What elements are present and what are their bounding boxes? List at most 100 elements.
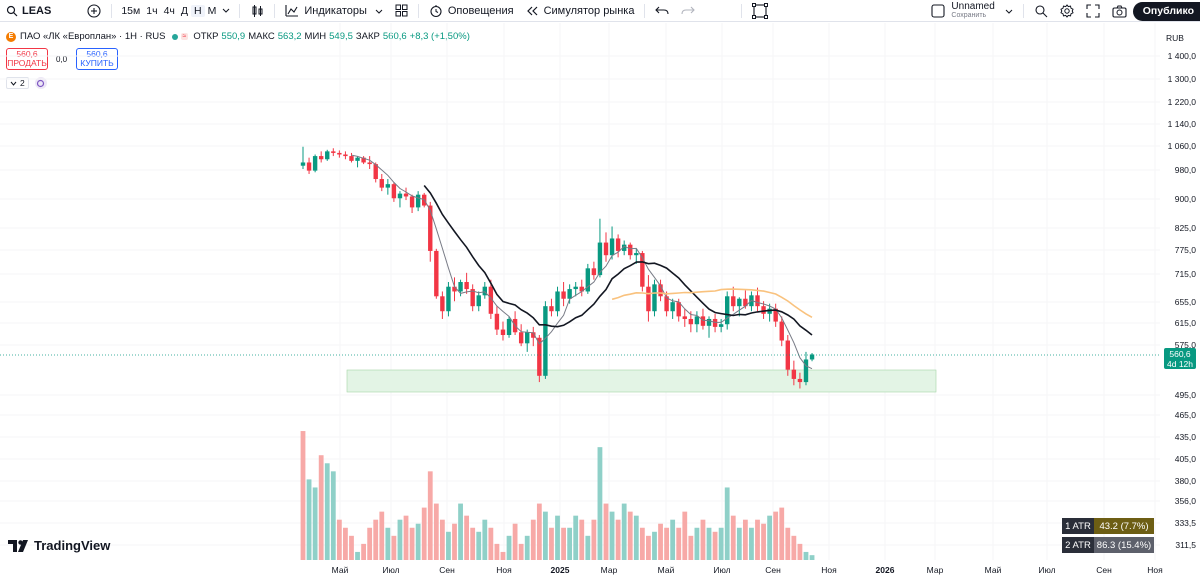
volume-bar — [324, 463, 330, 560]
interval-15m[interactable]: 15м — [121, 4, 141, 17]
candle-body — [621, 244, 627, 251]
candle-body — [325, 151, 330, 160]
volume-bar — [433, 503, 439, 560]
candle-body — [452, 286, 457, 292]
volume-bar — [318, 455, 324, 560]
volume-bar — [639, 527, 645, 560]
volume-bar — [536, 503, 542, 560]
volume-bar — [385, 527, 391, 560]
volume-bar — [427, 471, 433, 560]
volume-bar — [809, 555, 815, 560]
compare-button[interactable] — [81, 0, 107, 22]
ohlc-values: ОТКР 550,9 МАКС 563,2 МИН 549,5 ЗАКР 560,6 +… — [193, 31, 470, 42]
camera-icon — [1112, 5, 1127, 18]
fullscreen-select-button[interactable] — [746, 0, 774, 22]
interval-dropdown[interactable] — [219, 5, 233, 17]
candle-body — [646, 286, 651, 312]
settings-button[interactable] — [1054, 0, 1080, 22]
volume-bar — [361, 543, 366, 560]
support-zone-rectangle[interactable] — [346, 369, 937, 393]
volume-bar — [579, 519, 585, 560]
volume-bar — [379, 511, 385, 560]
layout-menu[interactable]: Unnamed Сохранить — [925, 0, 1018, 22]
buy-price: 560,6 — [86, 49, 108, 59]
gear-icon — [1060, 4, 1074, 18]
divider — [644, 3, 646, 18]
candle-body — [609, 238, 615, 256]
templates-button[interactable] — [389, 0, 414, 22]
buy-button[interactable]: 560,6 КУПИТЬ — [76, 48, 118, 70]
candle-body — [628, 244, 633, 256]
plus-circle-icon — [87, 3, 101, 18]
volume-bar — [712, 531, 718, 560]
divider — [417, 3, 419, 18]
interval-month[interactable]: М — [207, 4, 217, 17]
sell-label: ПРОДАТЬ — [7, 58, 47, 68]
candle-body — [785, 340, 790, 370]
open-label: ОТКР — [193, 31, 219, 42]
interval-1h[interactable]: 1ч — [146, 4, 158, 17]
price-chart[interactable]: 1 400,0 1 300,0 1 220,0 1 140,0 1 060,0 980,0… — [0, 23, 1200, 578]
volume-bar — [779, 507, 785, 560]
high-label: МАКС — [248, 31, 275, 42]
price-tick-label: 575,0 — [1175, 340, 1197, 350]
redo-icon — [681, 6, 696, 14]
undo-button[interactable] — [649, 0, 675, 22]
candle-body — [676, 302, 681, 317]
fullscreen-icon — [1086, 4, 1100, 18]
time-tick-label: Июл — [1038, 565, 1055, 575]
candle-body — [755, 295, 760, 307]
price-tick-label: 655,0 — [1175, 297, 1197, 307]
time-tick-label: Июл — [713, 565, 730, 575]
candle-body — [500, 329, 506, 336]
candle-body — [300, 162, 306, 166]
sell-button[interactable]: 560,6 ПРОДАТЬ — [6, 48, 48, 70]
candle-body — [743, 298, 748, 307]
time-tick-label: Ноя — [1147, 565, 1163, 575]
candle-body — [397, 193, 403, 199]
price-tick-label: 825,0 — [1175, 223, 1197, 233]
tradingview-watermark[interactable]: TradingView — [8, 538, 110, 553]
volume-bar — [409, 527, 415, 560]
interval-4h[interactable]: 4ч — [163, 4, 175, 17]
volume-bar — [476, 531, 482, 560]
interval-day[interactable]: Д — [180, 4, 188, 17]
fullscreen-button[interactable] — [1080, 0, 1106, 22]
volume-bar — [549, 527, 554, 560]
symbol-search[interactable]: LEAS — [0, 0, 57, 22]
symbol-title[interactable]: ПАО «ЛК «Европлан» · 1Н · RUS — [20, 31, 166, 42]
atr-1-value: 43.2 (7.7%) — [1094, 518, 1154, 534]
candle-body — [355, 157, 360, 161]
replay-button[interactable]: Симулятор рынка — [520, 0, 641, 22]
candle-body — [585, 268, 591, 292]
candle-body — [434, 250, 439, 297]
alerts-button[interactable]: Оповещения — [423, 0, 520, 22]
price-tick-label: 615,0 — [1175, 318, 1197, 328]
chart-type-button[interactable] — [244, 0, 270, 22]
volume-bar — [458, 503, 463, 560]
symbol-label: LEAS — [22, 4, 52, 17]
ma-fast-line[interactable] — [351, 154, 813, 370]
indicators-collapse-toggle[interactable]: 2 — [6, 77, 29, 89]
redo-button[interactable] — [675, 0, 701, 22]
publish-button[interactable]: Опублико — [1132, 1, 1200, 21]
price-tick-label: 1 140,0 — [1168, 119, 1197, 129]
candle-body — [809, 354, 815, 360]
watermark-text: TradingView — [34, 538, 111, 553]
currency-label[interactable]: RUB — [1166, 33, 1184, 43]
snapshot-button[interactable] — [1106, 0, 1133, 22]
volume-bar — [506, 535, 512, 560]
quick-search-button[interactable] — [1028, 0, 1054, 22]
chevron-down-icon — [1005, 9, 1013, 14]
ma-long-line[interactable] — [611, 288, 813, 318]
interval-group: 15м 1ч 4ч Д Н М — [116, 0, 235, 22]
volume-bar — [555, 515, 560, 560]
search-icon — [1035, 5, 1048, 18]
sync-icon[interactable] — [34, 77, 47, 89]
price-tick-label: 900,0 — [1175, 194, 1197, 204]
volume-bar — [755, 519, 760, 560]
indicators-button[interactable]: Индикаторы — [279, 0, 389, 22]
ma-slow-line[interactable] — [423, 184, 813, 336]
interval-week[interactable]: Н — [191, 4, 205, 17]
layout-title: Unnamed — [951, 1, 995, 12]
